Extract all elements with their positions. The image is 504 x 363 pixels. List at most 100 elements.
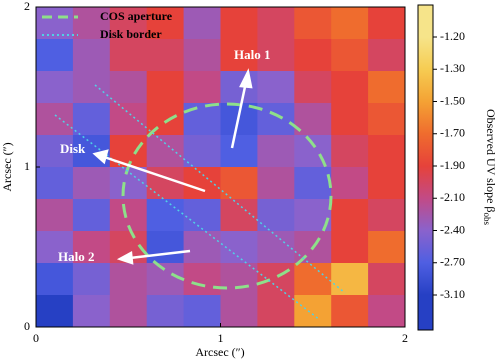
colorbar-label: Observed UV slope βobs bbox=[482, 109, 498, 226]
heat-cell bbox=[72, 7, 111, 40]
arrow-head bbox=[116, 251, 134, 265]
colorbar-tick-label: -2.10 bbox=[440, 190, 465, 204]
heat-cell bbox=[294, 263, 332, 296]
heat-cell bbox=[183, 199, 221, 232]
heat-cell bbox=[220, 135, 258, 168]
arrow-head bbox=[239, 68, 253, 89]
heat-cell bbox=[109, 7, 148, 40]
heat-cell bbox=[146, 7, 185, 40]
heat-cell bbox=[109, 103, 148, 136]
colorbar-label-text: Observed UV slope β bbox=[484, 109, 498, 213]
heatmap bbox=[36, 7, 406, 328]
heat-cell bbox=[331, 71, 369, 104]
annotation: Halo 2 bbox=[58, 249, 94, 264]
arrow bbox=[129, 249, 191, 260]
colorbar-tick-label: -1.90 bbox=[440, 158, 465, 172]
x-axis-label: Arcsec (″) bbox=[195, 345, 244, 359]
heat-cell bbox=[331, 295, 369, 328]
heat-cell bbox=[183, 103, 221, 136]
heat-cell bbox=[368, 71, 406, 104]
x-tick-label: 2 bbox=[402, 331, 408, 345]
colorbar bbox=[417, 4, 434, 331]
heat-cell bbox=[146, 295, 185, 328]
heat-cell bbox=[257, 39, 295, 72]
heat-cell bbox=[183, 7, 221, 40]
heat-cell bbox=[146, 199, 185, 232]
heat-cell bbox=[257, 7, 295, 40]
heat-cell bbox=[368, 295, 406, 328]
x-tick-label: 1 bbox=[218, 331, 224, 345]
disk-border bbox=[54, 114, 321, 321]
heat-cell bbox=[109, 263, 148, 296]
heat-cell bbox=[36, 135, 74, 168]
arrow bbox=[230, 81, 248, 149]
heat-cell bbox=[294, 295, 332, 328]
heat-cell bbox=[72, 39, 111, 72]
heat-cell bbox=[72, 231, 111, 264]
heat-cell bbox=[257, 295, 295, 328]
heat-cell bbox=[220, 263, 258, 296]
heat-cell bbox=[146, 39, 185, 72]
heat-cell bbox=[220, 39, 258, 72]
colorbar-tick-label: -1.20 bbox=[440, 29, 465, 43]
heat-cell bbox=[368, 103, 406, 136]
heat-cell bbox=[72, 295, 111, 328]
heat-cell bbox=[183, 231, 221, 264]
colorbar-tick-label: -1.30 bbox=[440, 61, 465, 75]
heat-cell bbox=[36, 263, 74, 296]
y-tick-label: 0 bbox=[24, 319, 30, 333]
heat-cell bbox=[36, 39, 74, 72]
heat-cell bbox=[109, 71, 148, 104]
heat-cell bbox=[109, 39, 148, 72]
heat-cell bbox=[257, 167, 295, 200]
y-axis-label: Arcsec (″) bbox=[0, 142, 14, 191]
heat-cell bbox=[36, 71, 74, 104]
heat-cell bbox=[368, 199, 406, 232]
heat-cell bbox=[368, 263, 406, 296]
arrow-head bbox=[92, 149, 109, 165]
heat-cell bbox=[72, 199, 111, 232]
heat-cell bbox=[36, 103, 74, 136]
colorbar-tick-label: -2.70 bbox=[440, 255, 465, 269]
heat-cell bbox=[257, 71, 295, 104]
heat-cell bbox=[183, 167, 221, 200]
heat-cell bbox=[331, 39, 369, 72]
heat-cell bbox=[109, 295, 148, 328]
colorbar-label-sub: obs bbox=[482, 213, 492, 226]
heat-cell bbox=[331, 103, 369, 136]
heat-cell bbox=[294, 167, 332, 200]
arrow bbox=[103, 155, 206, 193]
legend-label: COS aperture bbox=[100, 9, 173, 23]
heat-cell bbox=[368, 7, 406, 40]
y-tick-label: 1 bbox=[24, 159, 30, 173]
heat-cell bbox=[36, 167, 74, 200]
x-tick-label: 0 bbox=[33, 331, 39, 345]
overlay: Halo 1 Disk Halo 2 bbox=[54, 47, 346, 321]
heat-cell bbox=[257, 135, 295, 168]
colorbar-tick-label: -2.40 bbox=[440, 222, 465, 236]
heat-cell bbox=[368, 135, 406, 168]
y-tick-label: 2 bbox=[24, 0, 30, 13]
heat-cell bbox=[294, 7, 332, 40]
disk-border bbox=[94, 84, 346, 294]
heat-cell bbox=[36, 199, 74, 232]
heat-cell bbox=[331, 263, 369, 296]
heat-cell bbox=[331, 199, 369, 232]
heat-cell bbox=[331, 231, 369, 264]
heat-cell bbox=[257, 103, 295, 136]
heat-cell bbox=[183, 263, 221, 296]
heat-cell bbox=[294, 71, 332, 104]
annotation: Halo 1 bbox=[234, 47, 270, 62]
heat-cell bbox=[72, 167, 111, 200]
heat-cell bbox=[146, 263, 185, 296]
heat-cell bbox=[294, 135, 332, 168]
heat-cell bbox=[146, 71, 185, 104]
annotation: Disk bbox=[60, 141, 86, 156]
heat-cell bbox=[331, 7, 369, 40]
legend-label: Disk border bbox=[100, 27, 162, 41]
heat-cell bbox=[257, 263, 295, 296]
heat-cell bbox=[331, 167, 369, 200]
heat-cell bbox=[183, 295, 221, 328]
heat-cell bbox=[183, 39, 221, 72]
